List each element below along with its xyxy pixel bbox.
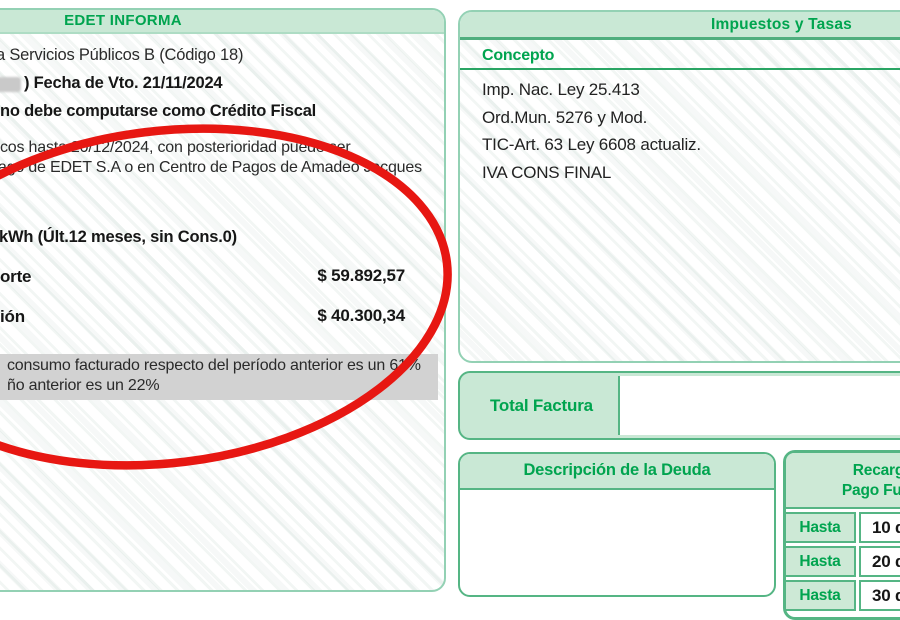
recargo-row: Hasta 30 d <box>786 580 900 611</box>
edet-informa-header: EDET INFORMA <box>0 10 444 34</box>
recargo-header-line-1: Recargo de <box>852 462 900 479</box>
total-factura-value-area <box>618 376 900 435</box>
edet-informa-panel: EDET INFORMA <box>0 8 446 592</box>
recargo-table-header: Recargo de Pago Fuera de <box>786 453 900 509</box>
recargo-row-value: 30 d <box>859 580 900 611</box>
tax-items-list: Imp. Nac. Ley 25.413 Ord.Mun. 5276 y Mod… <box>460 70 900 186</box>
recargo-table: Recargo de Pago Fuera de Hasta 10 d Hast… <box>783 450 900 620</box>
tax-item: Ord.Mun. 5276 y Mod. <box>482 107 648 127</box>
descripcion-deuda-box: Descripción de la Deuda <box>458 452 776 597</box>
payment-location-line: ago de EDET S.A o en Centro de Pagos de … <box>0 159 422 176</box>
concepto-column-header: Concepto <box>460 47 900 70</box>
tax-item: IVA CONS FINAL <box>482 162 612 182</box>
kwh-history-line: kWh (Últ.12 meses, sin Cons.0) <box>0 228 237 246</box>
tax-item: TIC-Art. 63 Ley 6608 actualiz. <box>482 135 701 154</box>
recargo-row: Hasta 20 d <box>786 546 900 577</box>
impuestos-tasas-title: Impuestos y Tasas <box>711 16 852 33</box>
charge-row-1-amount: $ 59.892,57 <box>317 266 405 285</box>
utility-bill-scan: { "left_panel": { "title": "EDET INFORMA… <box>0 8 900 620</box>
edet-informa-title: EDET INFORMA <box>64 12 182 29</box>
recargo-header-line-2: Pago Fuera de <box>841 482 900 499</box>
consumption-comparison-line-2: ño anterior es un 22% <box>7 377 160 394</box>
total-factura-box: Total Factura <box>458 371 900 440</box>
due-date-line: ) Fecha de Vto. 21/11/2024 <box>24 74 223 92</box>
recargo-row-value: 20 d <box>859 546 900 577</box>
impuestos-tasas-panel: Impuestos y Tasas Concepto Imp. Nac. Ley… <box>458 10 900 363</box>
redacted-text <box>0 77 21 92</box>
recargo-row-value: 10 d <box>859 512 900 543</box>
payment-deadline-line: cos hasta 20/12/2024, con posterioridad … <box>0 139 351 156</box>
credito-fiscal-line: no debe computarse como Crédito Fiscal <box>0 102 317 120</box>
service-category-line: a Servicios Públicos B (Código 18) <box>0 46 244 64</box>
impuestos-tasas-header: Impuestos y Tasas <box>460 12 900 40</box>
descripcion-deuda-header: Descripción de la Deuda <box>460 454 774 490</box>
recargo-row-label: Hasta <box>786 512 856 543</box>
recargo-row-label: Hasta <box>786 546 856 577</box>
charge-row-2-amount: $ 40.300,34 <box>317 306 405 325</box>
descripcion-deuda-title: Descripción de la Deuda <box>523 461 711 479</box>
recargo-row-label: Hasta <box>786 580 856 611</box>
consumption-comparison-line-1: consumo facturado respecto del período a… <box>7 357 421 374</box>
consumption-comparison-highlight: consumo facturado respecto del período a… <box>0 354 438 400</box>
tax-item: Imp. Nac. Ley 25.413 <box>482 80 640 99</box>
recargo-row: Hasta 10 d <box>786 512 900 543</box>
total-factura-label: Total Factura <box>490 395 593 415</box>
